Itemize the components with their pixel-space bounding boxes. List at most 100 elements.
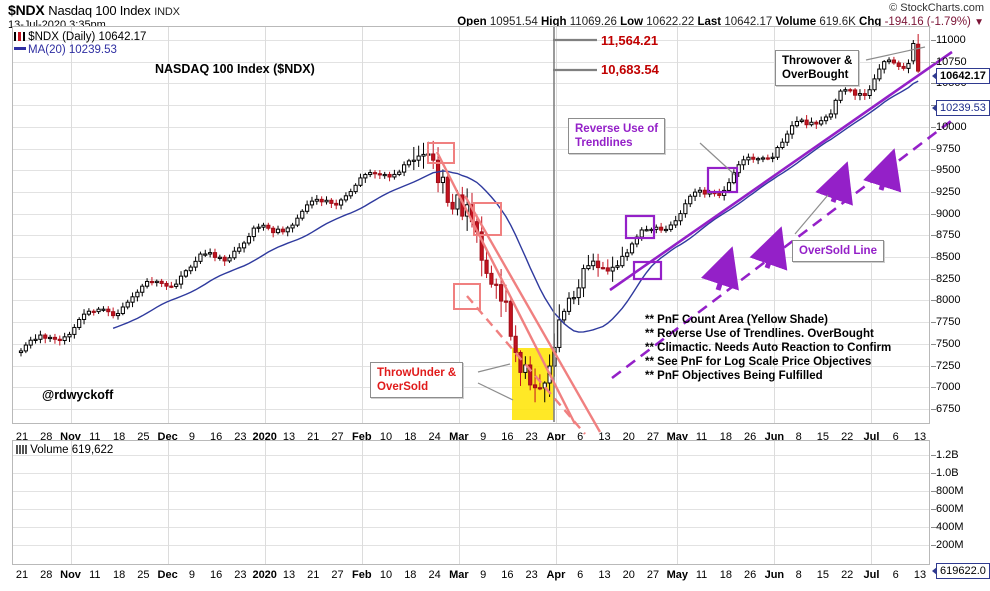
legend-price-series: $NDX (Daily) 10642.17 (14, 31, 146, 43)
y-axis-tick (931, 278, 936, 280)
quote-last-value: 10642.17 (724, 16, 773, 28)
volume-y-axis-tick (931, 454, 936, 456)
quote-volume-value: 619.6K (819, 16, 856, 28)
lower-target-label: 10,683.54 (601, 62, 659, 77)
y-axis-tick (931, 126, 936, 128)
y-axis-tick (931, 213, 936, 215)
x-axis-label: 9 (188, 431, 195, 443)
x-axis-label: 6 (577, 569, 584, 581)
x-axis-label: 6 (577, 431, 584, 443)
x-axis-label: 9 (188, 569, 195, 581)
x-axis-label: 28 (40, 569, 53, 581)
gridline (13, 126, 929, 128)
x-axis-label: 15 (816, 569, 830, 581)
quote-chg-value: -194.16 (-1.79%) (884, 16, 971, 28)
upper-target-label: 11,564.21 (601, 33, 659, 48)
x-axis-label: 16 (210, 569, 223, 581)
gridline (361, 27, 363, 423)
y-axis-label: 7750 (936, 316, 961, 329)
y-axis-label: 6750 (936, 402, 961, 415)
y-axis-tick (931, 61, 936, 63)
x-axis-label: 11 (695, 431, 708, 443)
gridline (167, 441, 169, 564)
chart-symbol-header: $NDX Nasdaq 100 Index INDX (8, 2, 180, 18)
gridline (13, 105, 929, 107)
gridline (13, 490, 929, 492)
callout-reverse-use: Reverse Use of Trendlines (568, 118, 666, 154)
y-axis-label: 9500 (936, 164, 961, 177)
note-item: ** Climactic. Needs Auto Reaction to Con… (645, 342, 892, 354)
volume-y-axis-tick (931, 472, 936, 474)
y-axis-label: 8250 (936, 272, 961, 285)
y-axis-label: 9000 (936, 207, 961, 220)
y-axis-label: 10750 (936, 55, 967, 68)
volume-value-tag: 619622.0 (932, 563, 990, 579)
x-axis-label: 16 (501, 569, 514, 581)
y-axis-label: 8500 (936, 251, 961, 264)
gridline (13, 40, 929, 42)
gridline (555, 27, 557, 423)
y-axis-tick (931, 387, 936, 389)
gridline (264, 441, 266, 564)
legend-ma-label: MA(20) 10239.53 (28, 44, 117, 56)
y-axis-tick (931, 365, 936, 367)
note-item: ** Reverse Use of Trendlines. OverBought (645, 328, 874, 340)
y-axis-label: 9250 (936, 185, 961, 198)
y-axis-tick (931, 191, 936, 193)
note-item: ** See PnF for Log Scale Price Objective… (645, 356, 872, 368)
volume-y-axis-label: 1.2B (936, 448, 959, 461)
gridline (871, 441, 873, 564)
gridline (555, 441, 557, 564)
volume-bars-icon (16, 445, 27, 454)
volume-y-axis-label: 600M (936, 502, 964, 515)
volume-chart-panel[interactable] (12, 440, 930, 565)
x-axis-label: Mar (449, 569, 469, 581)
x-axis-label: Jun (764, 569, 785, 581)
x-axis-label: 11 (89, 431, 101, 443)
y-axis-tick (931, 235, 936, 237)
callout-throwover: Throwover & OverBought (775, 50, 860, 86)
volume-y-axis-label: 200M (936, 538, 964, 551)
x-axis-label: 10 (379, 569, 393, 581)
gridline (167, 27, 169, 423)
y-axis-tick (931, 322, 936, 324)
stockcharts-credit: © StockCharts.com (889, 2, 984, 14)
x-axis-label: 23 (525, 569, 538, 581)
down-arrow-icon: ▼ (974, 17, 984, 28)
x-axis-label: 18 (404, 569, 417, 581)
volume-y-axis-tick (931, 490, 936, 492)
volume-y-axis-label: 400M (936, 520, 964, 533)
y-axis-label: 7000 (936, 381, 961, 394)
y-axis-tick (931, 170, 936, 172)
quote-high-label: High (540, 16, 567, 28)
x-axis-label: 20 (622, 569, 635, 581)
callout-oversold-line: OverSold Line (792, 240, 884, 262)
y-axis-tick (931, 148, 936, 150)
notes-list: ** PnF Count Area (Yellow Shade) ** Reve… (645, 314, 891, 384)
x-axis-label: 24 (428, 569, 441, 581)
gridline (13, 148, 929, 150)
symbol-exchange: INDX (154, 6, 180, 18)
page-title: NASDAQ 100 Index ($NDX) (155, 62, 315, 76)
x-axis-label: 21 (307, 569, 320, 581)
y-axis-label: 9750 (936, 142, 961, 155)
x-axis-label: 26 (743, 569, 757, 581)
quote-last-label: Last (697, 16, 722, 28)
line-icon (14, 47, 26, 50)
author-handle: @rdwyckoff (42, 388, 114, 402)
y-axis-label: 8750 (936, 229, 961, 242)
y-axis-label: 11000 (936, 34, 966, 47)
last-price-tag: 10642.17 (932, 68, 990, 84)
x-axis-label: 18 (719, 569, 732, 581)
y-axis-label: 7250 (936, 359, 961, 372)
gridline (13, 454, 929, 456)
x-axis-label: 8 (795, 569, 802, 581)
x-axis-label: 22 (841, 569, 854, 581)
quote-low-label: Low (620, 16, 644, 28)
gridline (13, 213, 929, 215)
volume-y-axis-label: 1.0B (936, 466, 959, 479)
x-axis-label: Dec (157, 569, 178, 581)
x-axis-label: 9 (480, 431, 487, 443)
x-axis-label: 11 (695, 569, 708, 581)
volume-y-axis-tick (931, 526, 936, 528)
